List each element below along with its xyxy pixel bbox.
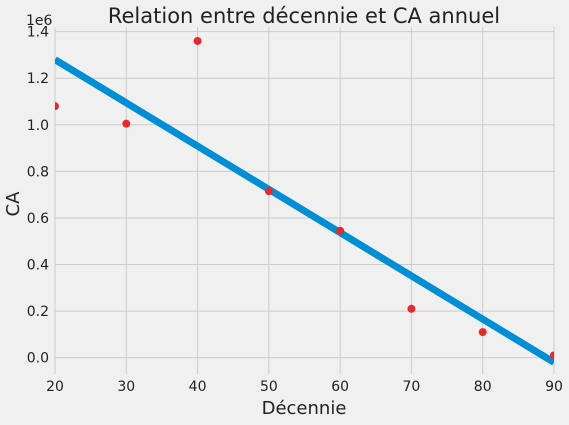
y-tick-label: 0.4 [27,258,49,274]
y-tick-label: 0.6 [27,211,49,227]
fit-line [55,56,554,366]
x-axis-label: Décennie [262,398,347,419]
series-layer [55,36,554,366]
scatter-point [193,36,202,45]
scatter-point [264,187,273,196]
scatter-point [550,351,554,360]
chart-title: Relation entre décennie et CA annuel [108,4,500,28]
y-tick-label: 0.8 [27,164,49,180]
tick-labels: 20 30 40 50 60 70 80 90 0.0 0.2 0.4 0.6 0.8 1.0 1.2 1.4 [27,25,563,395]
grid [54,27,555,374]
y-tick-label: 0.2 [27,304,49,320]
x-tick-label: 70 [403,379,421,395]
scatter-point [122,119,131,128]
x-tick-label: 60 [331,379,349,395]
y-offset-label: 1e6 [26,13,53,29]
y-axis-label: CA [3,191,24,217]
y-tick-label: 1.4 [27,25,49,41]
y-tick-label: 1.2 [27,71,49,87]
x-tick-label: 90 [545,379,563,395]
scatter-point [407,304,416,313]
scatter-point [55,102,59,111]
x-tick-label: 40 [189,379,207,395]
x-tick-label: 30 [117,379,135,395]
y-tick-label: 0.0 [27,351,49,367]
x-tick-label: 20 [46,379,64,395]
x-tick-label: 50 [260,379,278,395]
scatter-point [478,328,487,337]
y-tick-label: 1.0 [27,118,49,134]
scatter-point [336,226,345,235]
x-tick-label: 80 [474,379,492,395]
